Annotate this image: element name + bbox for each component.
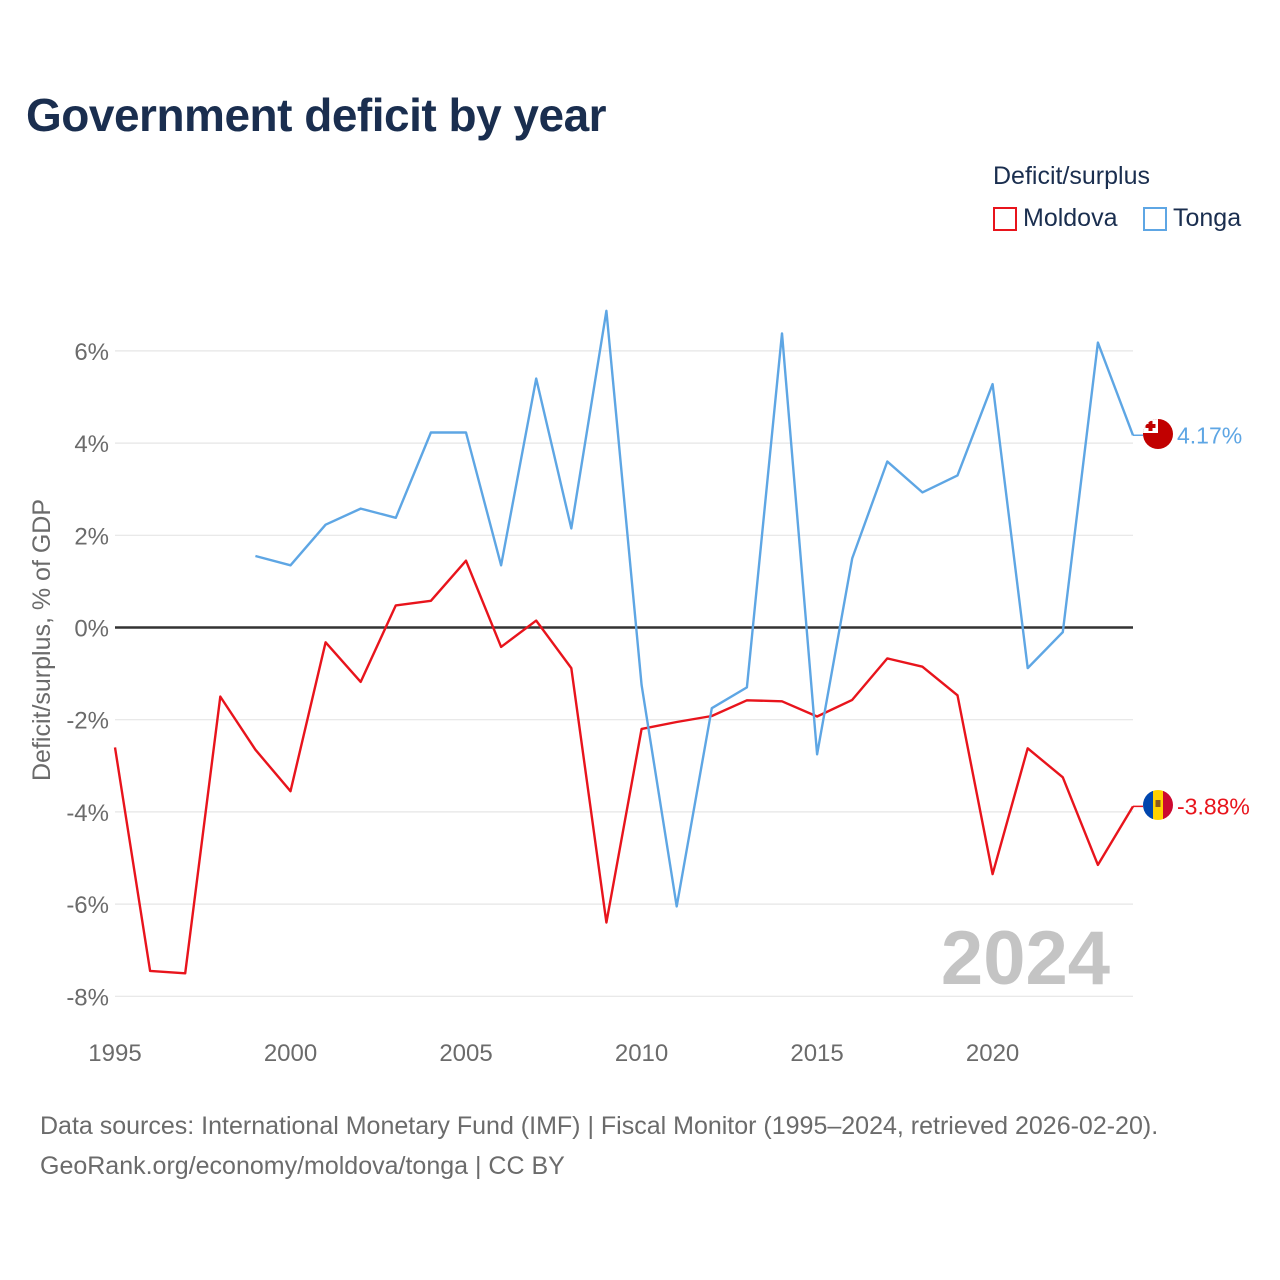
x-tick-label: 2020 (966, 1040, 1019, 1067)
legend-swatch-moldova (993, 206, 1017, 231)
y-tick-label: -4% (66, 800, 109, 827)
tonga-flag-icon (1143, 419, 1173, 449)
source-line-1: Data sources: International Monetary Fun… (40, 1112, 1159, 1140)
x-tick-label: 2000 (264, 1040, 317, 1067)
data-series: -3.88% 4.17% (113, 309, 1250, 975)
series-line-moldova (113, 559, 1135, 975)
end-value-label-moldova: -3.88% (1177, 793, 1250, 819)
x-tick-label: 2015 (790, 1040, 843, 1067)
source-note: Data sources: International Monetary Fun… (40, 1106, 1158, 1186)
year-watermark: 2024 (941, 916, 1110, 1001)
moldova-flag-icon (1143, 790, 1173, 820)
legend-title: Deficit/surplus (993, 162, 1150, 190)
y-tick-label: -2% (66, 708, 109, 735)
x-tick-label: 1995 (88, 1040, 141, 1067)
legend-item-tonga[interactable]: Tonga (1143, 204, 1241, 233)
y-tick-label: -8% (66, 984, 109, 1011)
end-value-label-tonga: 4.17% (1177, 422, 1242, 448)
legend-label-tonga: Tonga (1173, 204, 1242, 232)
y-axis-label: Deficit/surplus, % of GDP (28, 499, 56, 781)
x-tick-label: 2005 (439, 1040, 492, 1067)
y-tick-label: 6% (74, 339, 109, 366)
y-tick-label: -6% (66, 892, 109, 919)
grid-lines (115, 350, 1133, 997)
y-tick-label: 0% (74, 616, 109, 643)
x-tick-label: 2010 (615, 1040, 668, 1067)
y-tick-label: 2% (74, 523, 109, 550)
legend-swatch-tonga (1143, 206, 1167, 231)
source-line-2[interactable]: GeoRank.org/economy/moldova/tonga | CC B… (40, 1152, 565, 1180)
x-axis-ticks: 1995 2000 2005 2010 2015 2020 (88, 1040, 1019, 1067)
y-axis-ticks: 6% 4% 2% 0% -2% -4% -6% -8% (66, 339, 109, 1011)
legend-item-moldova[interactable]: Moldova (993, 204, 1118, 233)
legend-label-moldova: Moldova (1023, 204, 1118, 232)
y-tick-label: 4% (74, 431, 109, 458)
chart-title: Government deficit by year (26, 89, 607, 141)
series-line-tonga (255, 309, 1135, 908)
